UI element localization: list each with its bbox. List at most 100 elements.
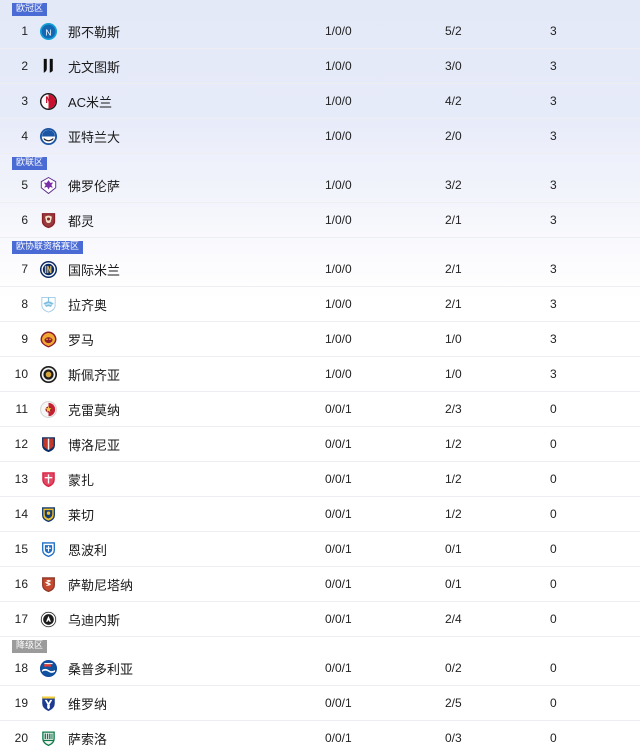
lecce-crest bbox=[34, 505, 62, 524]
goals-for-against: 1/2 bbox=[445, 507, 462, 521]
table-row[interactable]: 6 都灵 1/0/0 2/1 3 bbox=[0, 203, 640, 238]
team-name[interactable]: 博洛尼亚 bbox=[68, 437, 121, 453]
team-rank: 7 bbox=[21, 262, 28, 276]
points: 0 bbox=[550, 507, 557, 521]
sassuolo-crest bbox=[34, 729, 62, 748]
team-name[interactable]: 拉齐奥 bbox=[68, 297, 108, 313]
team-name[interactable]: 克雷莫纳 bbox=[68, 402, 121, 418]
team-rank: 16 bbox=[14, 577, 28, 591]
points: 3 bbox=[550, 262, 557, 276]
team-name[interactable]: 恩波利 bbox=[68, 542, 108, 558]
points: 0 bbox=[550, 542, 557, 556]
goals-for-against: 1/0 bbox=[445, 367, 462, 381]
points: 3 bbox=[550, 178, 557, 192]
team-rank: 20 bbox=[14, 731, 28, 745]
team-name[interactable]: 桑普多利亚 bbox=[68, 661, 134, 677]
team-rank: 5 bbox=[21, 178, 28, 192]
team-name[interactable]: 斯佩齐亚 bbox=[68, 367, 121, 383]
roma-crest bbox=[34, 330, 62, 349]
win-draw-loss: 1/0/0 bbox=[325, 24, 352, 38]
table-row[interactable]: 8 拉齐奥 1/0/0 2/1 3 bbox=[0, 287, 640, 322]
win-draw-loss: 0/0/1 bbox=[325, 542, 352, 556]
team-name[interactable]: AC米兰 bbox=[68, 94, 113, 110]
sampdoria-crest bbox=[34, 659, 62, 678]
team-rank: 1 bbox=[21, 24, 28, 38]
win-draw-loss: 1/0/0 bbox=[325, 129, 352, 143]
goals-for-against: 1/0 bbox=[445, 332, 462, 346]
zone-label: 降级区 bbox=[12, 640, 48, 653]
table-row[interactable]: 2 尤文图斯 1/0/0 3/0 3 bbox=[0, 49, 640, 84]
points: 3 bbox=[550, 367, 557, 381]
points: 3 bbox=[550, 213, 557, 227]
spezia-crest bbox=[34, 365, 62, 384]
team-rank: 12 bbox=[14, 437, 28, 451]
points: 3 bbox=[550, 24, 557, 38]
team-rank: 8 bbox=[21, 297, 28, 311]
points: 3 bbox=[550, 129, 557, 143]
points: 3 bbox=[550, 59, 557, 73]
table-row[interactable]: 12 博洛尼亚 0/0/1 1/2 0 bbox=[0, 427, 640, 462]
win-draw-loss: 0/0/1 bbox=[325, 402, 352, 416]
goals-for-against: 2/5 bbox=[445, 696, 462, 710]
table-row[interactable]: 4 亚特兰大 1/0/0 2/0 3 bbox=[0, 119, 640, 154]
table-row[interactable]: 1 N 那不勒斯 1/0/0 5/2 3 bbox=[0, 14, 640, 49]
team-name[interactable]: 尤文图斯 bbox=[68, 59, 121, 75]
goals-for-against: 0/3 bbox=[445, 731, 462, 745]
monza-crest bbox=[34, 470, 62, 489]
team-name[interactable]: 佛罗伦萨 bbox=[68, 178, 121, 194]
zone-marker-ucl: 欧冠区 bbox=[0, 0, 640, 16]
table-row[interactable]: 5 佛罗伦萨 1/0/0 3/2 3 bbox=[0, 168, 640, 203]
points: 0 bbox=[550, 661, 557, 675]
win-draw-loss: 1/0/0 bbox=[325, 94, 352, 108]
juventus-crest bbox=[34, 57, 62, 76]
goals-for-against: 2/1 bbox=[445, 213, 462, 227]
table-row[interactable]: 16 萨勒尼塔纳 0/0/1 0/1 0 bbox=[0, 567, 640, 602]
team-name[interactable]: 亚特兰大 bbox=[68, 129, 121, 145]
zone-label: 欧联区 bbox=[12, 157, 48, 170]
table-row[interactable]: 19 维罗纳 0/0/1 2/5 0 bbox=[0, 686, 640, 721]
team-rank: 3 bbox=[21, 94, 28, 108]
team-name[interactable]: 乌迪内斯 bbox=[68, 612, 121, 628]
table-row[interactable]: 11 克雷莫纳 0/0/1 2/3 0 bbox=[0, 392, 640, 427]
table-row[interactable]: 7 国际米兰 1/0/0 2/1 3 bbox=[0, 252, 640, 287]
team-name[interactable]: 莱切 bbox=[68, 507, 95, 523]
team-name[interactable]: 那不勒斯 bbox=[68, 24, 121, 40]
team-name[interactable]: 萨索洛 bbox=[68, 731, 108, 747]
team-rank: 11 bbox=[15, 402, 28, 416]
win-draw-loss: 0/0/1 bbox=[325, 696, 352, 710]
team-name[interactable]: 萨勒尼塔纳 bbox=[68, 577, 134, 593]
goals-for-against: 2/1 bbox=[445, 297, 462, 311]
team-rank: 10 bbox=[14, 367, 28, 381]
zone-marker-uel: 欧联区 bbox=[0, 154, 640, 170]
win-draw-loss: 0/0/1 bbox=[325, 472, 352, 486]
table-row[interactable]: 17 乌迪内斯 0/0/1 2/4 0 bbox=[0, 602, 640, 637]
team-name[interactable]: 维罗纳 bbox=[68, 696, 108, 712]
table-row[interactable]: 13 蒙扎 0/0/1 1/2 0 bbox=[0, 462, 640, 497]
table-row[interactable]: 3 AC米兰 1/0/0 4/2 3 bbox=[0, 84, 640, 119]
table-row[interactable]: 14 莱切 0/0/1 1/2 0 bbox=[0, 497, 640, 532]
goals-for-against: 0/2 bbox=[445, 661, 462, 675]
table-row[interactable]: 9 罗马 1/0/0 1/0 3 bbox=[0, 322, 640, 357]
points: 0 bbox=[550, 731, 557, 745]
team-name[interactable]: 国际米兰 bbox=[68, 262, 121, 278]
goals-for-against: 2/4 bbox=[445, 612, 462, 626]
points: 0 bbox=[550, 612, 557, 626]
team-rank: 18 bbox=[14, 661, 28, 675]
acmilan-crest bbox=[34, 92, 62, 111]
team-name[interactable]: 都灵 bbox=[68, 213, 95, 229]
empoli-crest bbox=[34, 540, 62, 559]
win-draw-loss: 1/0/0 bbox=[325, 213, 352, 227]
cremonese-crest bbox=[34, 400, 62, 419]
table-row[interactable]: 15 恩波利 0/0/1 0/1 0 bbox=[0, 532, 640, 567]
team-rank: 13 bbox=[14, 472, 28, 486]
table-row[interactable]: 18 桑普多利亚 0/0/1 0/2 0 bbox=[0, 651, 640, 686]
udinese-crest bbox=[34, 610, 62, 629]
bologna-crest bbox=[34, 435, 62, 454]
table-row[interactable]: 20 萨索洛 0/0/1 0/3 0 bbox=[0, 721, 640, 756]
goals-for-against: 1/2 bbox=[445, 472, 462, 486]
team-name[interactable]: 蒙扎 bbox=[68, 472, 95, 488]
win-draw-loss: 1/0/0 bbox=[325, 297, 352, 311]
table-row[interactable]: 10 斯佩齐亚 1/0/0 1/0 3 bbox=[0, 357, 640, 392]
team-name[interactable]: 罗马 bbox=[68, 332, 95, 348]
win-draw-loss: 0/0/1 bbox=[325, 731, 352, 745]
